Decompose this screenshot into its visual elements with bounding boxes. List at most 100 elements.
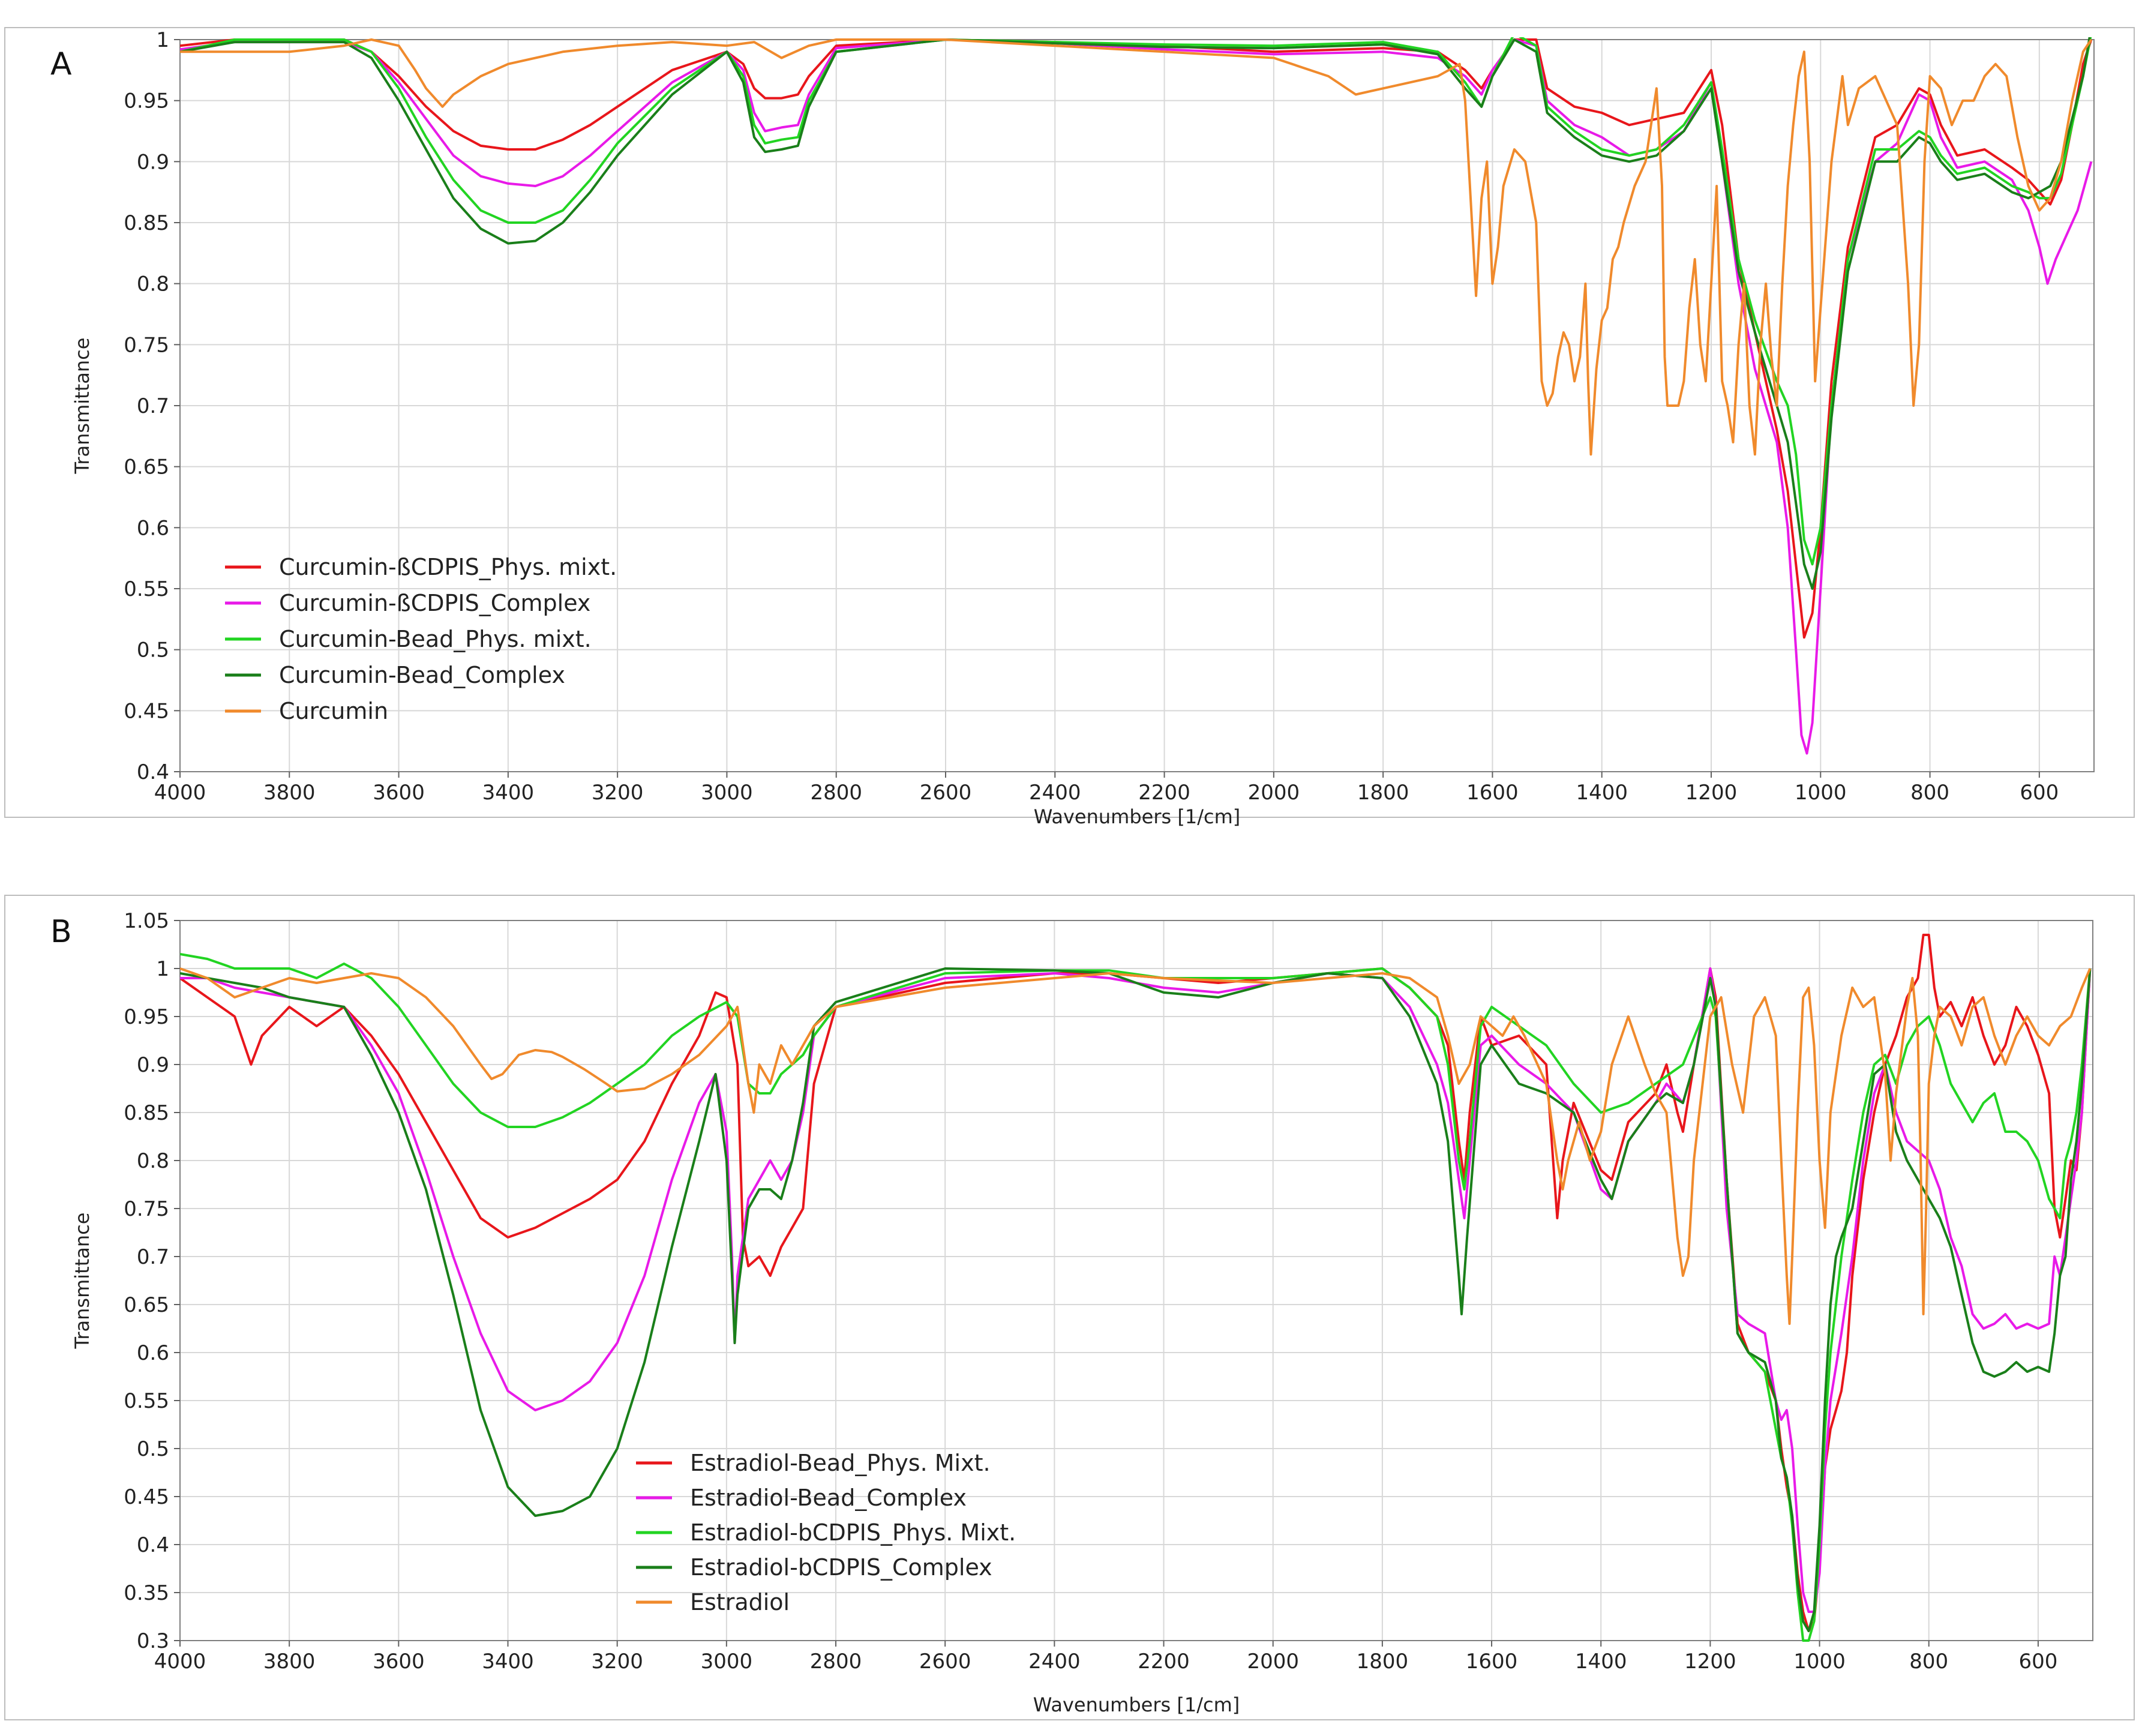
series-group	[180, 934, 2092, 1642]
y-axis: 0.3 0.35 0.4 0.45 0.5 0.55 0.6 0.65 0.7 0.75 0.8 0.…	[124, 909, 180, 1653]
chart-panel-b: 4000 3800 3600 3400 3200 3000 2800 2600 2400 2200…	[0, 882, 2139, 1734]
x-tick-label: 2600	[919, 1650, 971, 1674]
y-tick-label: 0.6	[137, 516, 169, 540]
x-tick-label: 2200	[1138, 1650, 1190, 1674]
x-tick-label: 3200	[591, 1650, 643, 1674]
legend-item: Estradiol	[636, 1589, 790, 1615]
legend-label: Curcumin-Bead_Phys. mixt.	[279, 626, 592, 652]
series-line-1	[180, 38, 2093, 639]
x-tick-label: 1400	[1575, 1650, 1627, 1674]
series-line-1	[180, 934, 2092, 1632]
legend-item: Curcumin	[225, 698, 388, 724]
y-tick-label: 0.85	[124, 211, 169, 235]
y-tick-label: 0.4	[137, 760, 169, 784]
x-axis-title: Wavenumbers [1/cm]	[1034, 805, 1240, 828]
legend-label: Estradiol-bCDPIS_Complex	[690, 1554, 992, 1581]
y-tick-label: 0.75	[124, 333, 169, 357]
x-tick-label: 3800	[263, 1650, 316, 1674]
legend-item: Estradiol-Bead_Complex	[636, 1485, 967, 1511]
x-tick-label: 2400	[1029, 781, 1081, 805]
legend-label: Curcumin-ßCDPIS_Phys. mixt.	[279, 554, 617, 580]
x-tick-label: 4000	[154, 1650, 206, 1674]
legend-label: Estradiol-bCDPIS_Phys. Mixt.	[690, 1519, 1016, 1546]
x-axis: 4000 3800 3600 3400 3200 3000 2800 2600 2400 2200…	[154, 772, 2059, 805]
x-tick-label: 1400	[1576, 781, 1628, 805]
series-line-5	[180, 967, 2092, 1325]
series-line-3	[180, 37, 2092, 566]
x-tick-label: 2400	[1028, 1650, 1081, 1674]
legend-label: Curcumin	[279, 698, 388, 724]
y-tick-label: 0.8	[137, 1149, 169, 1173]
y-tick-label: 0.4	[137, 1533, 169, 1557]
grid-lines	[179, 920, 2093, 1641]
x-axis: 4000 3800 3600 3400 3200 3000 2800 2600 2400 2200…	[154, 1641, 2057, 1674]
y-tick-label: 0.35	[124, 1581, 169, 1605]
chart-b-svg: 4000 3800 3600 3400 3200 3000 2800 2600 2400 2200…	[4, 895, 2135, 1720]
y-axis-title: Transmittance	[71, 338, 94, 475]
y-tick-label: 0.95	[124, 89, 169, 113]
x-tick-label: 2200	[1138, 781, 1190, 805]
x-axis-title: Wavenumbers [1/cm]	[1033, 1693, 1240, 1716]
y-tick-label: 0.85	[124, 1101, 169, 1125]
y-tick-label: 1	[156, 957, 169, 981]
chart-frame	[4, 895, 2135, 1720]
legend: Estradiol-Bead_Phys. Mixt. Estradiol-Bead…	[636, 1450, 1016, 1615]
x-tick-label: 1000	[1795, 781, 1847, 805]
y-tick-label: 0.5	[137, 638, 169, 662]
y-tick-label: 0.65	[124, 455, 169, 479]
y-tick-label: 0.9	[137, 150, 169, 174]
x-tick-label: 3800	[263, 781, 316, 805]
x-tick-label: 1800	[1357, 781, 1409, 805]
y-tick-label: 0.55	[124, 1389, 169, 1413]
y-tick-label: 0.65	[124, 1293, 169, 1317]
x-tick-label: 3400	[482, 1650, 534, 1674]
x-tick-label: 1600	[1466, 781, 1519, 805]
series-line-5	[180, 38, 2093, 456]
chart-a-svg: 4000 3800 3600 3400 3200 3000 2800 2600 2400 2200…	[4, 27, 2135, 828]
x-tick-label: 3400	[482, 781, 535, 805]
y-tick-label: 1	[156, 28, 169, 52]
y-tick-label: 0.6	[137, 1341, 169, 1365]
y-tick-label: 0.55	[124, 577, 169, 601]
panel-label: B	[50, 914, 72, 950]
y-tick-label: 0.45	[124, 1485, 169, 1509]
legend-item: Estradiol-Bead_Phys. Mixt.	[636, 1450, 991, 1476]
y-tick-label: 0.5	[137, 1437, 169, 1461]
legend: Curcumin-ßCDPIS_Phys. mixt. Curcumin-ßCDP…	[225, 554, 617, 724]
x-tick-label: 600	[2018, 1650, 2057, 1674]
x-tick-label: 3600	[373, 1650, 425, 1674]
x-tick-label: 4000	[154, 781, 206, 805]
series-group	[180, 37, 2093, 755]
y-tick-label: 0.3	[137, 1629, 169, 1653]
x-tick-label: 3200	[592, 781, 644, 805]
legend-item: Curcumin-ßCDPIS_Complex	[225, 590, 590, 616]
y-tick-label: 0.95	[124, 1005, 169, 1029]
legend-label: Curcumin-ßCDPIS_Complex	[279, 590, 590, 616]
y-tick-label: 0.9	[137, 1053, 169, 1077]
legend-label: Estradiol-Bead_Phys. Mixt.	[690, 1450, 991, 1476]
panel-label: A	[50, 46, 72, 82]
x-tick-label: 2000	[1248, 781, 1300, 805]
x-tick-label: 1200	[1684, 1650, 1736, 1674]
y-tick-label: 1.05	[124, 909, 169, 933]
plot-area	[179, 920, 2093, 1641]
legend-label: Estradiol-Bead_Complex	[690, 1485, 967, 1511]
x-tick-label: 1800	[1357, 1650, 1409, 1674]
x-tick-label: 3600	[373, 781, 425, 805]
legend-item: Curcumin-Bead_Complex	[225, 662, 565, 688]
series-line-4	[180, 967, 2092, 1632]
legend-label: Curcumin-Bead_Complex	[279, 662, 565, 688]
chart-panel-a: 4000 3800 3600 3400 3200 3000 2800 2600 2400 2200…	[0, 0, 2139, 846]
series-line-4	[180, 37, 2091, 590]
legend-item: Curcumin-Bead_Phys. mixt.	[225, 626, 592, 652]
y-tick-label: 0.7	[137, 1245, 169, 1269]
x-tick-label: 800	[1910, 781, 1949, 805]
x-tick-label: 2800	[810, 781, 862, 805]
x-tick-label: 2800	[810, 1650, 862, 1674]
y-tick-label: 0.8	[137, 272, 169, 296]
x-tick-label: 3000	[701, 1650, 753, 1674]
grid-lines	[179, 39, 2094, 772]
y-axis: 0.4 0.45 0.5 0.55 0.6 0.65 0.7 0.75 0.8 0.85 0.9 0.…	[124, 28, 180, 784]
chart-frame	[4, 27, 2135, 818]
legend-item: Estradiol-bCDPIS_Phys. Mixt.	[636, 1519, 1016, 1546]
